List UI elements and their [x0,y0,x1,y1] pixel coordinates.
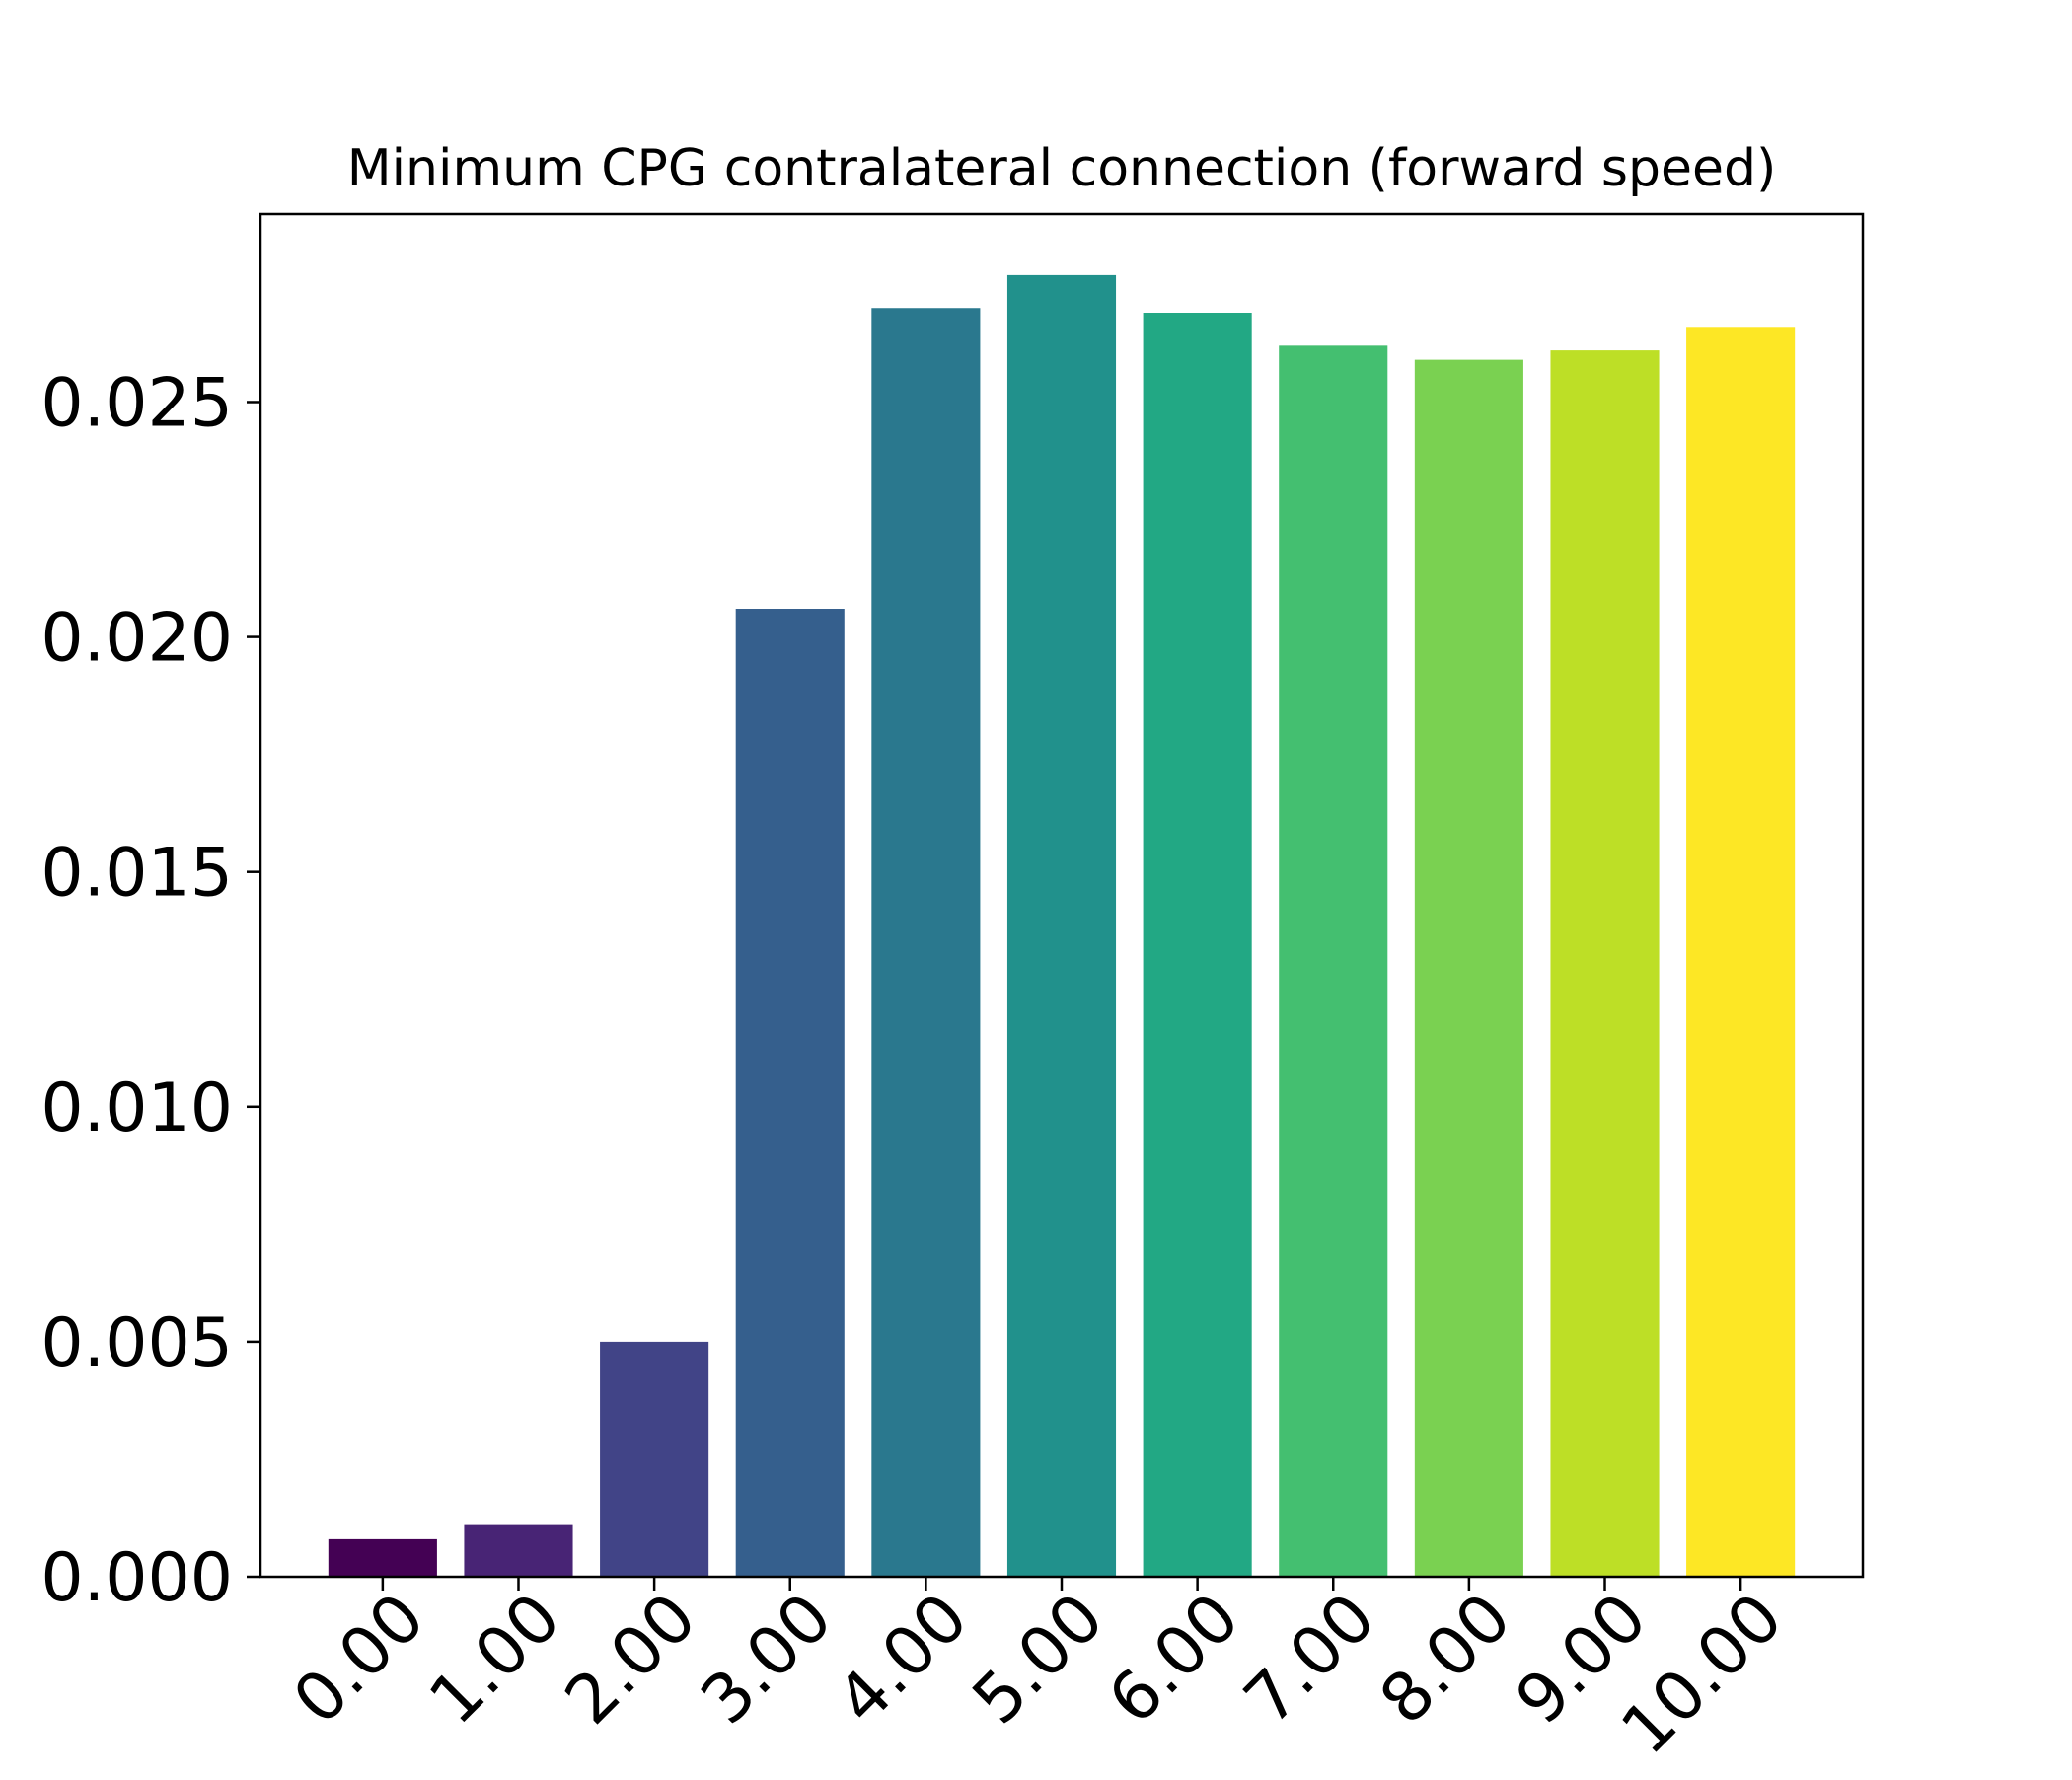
bar-2.00 [600,1341,709,1577]
y-tick-label: 0.000 [40,1539,233,1617]
x-tick-label: 5.00 [958,1579,1119,1740]
x-tick-label: 6.00 [1094,1579,1255,1740]
x-tick-label: 3.00 [687,1579,848,1740]
bar-8.00 [1414,359,1523,1577]
x-axis: 0.001.002.003.004.005.006.007.008.009.00… [279,1577,1798,1770]
y-tick-label: 0.005 [40,1304,233,1382]
y-tick-label: 0.015 [40,835,233,913]
y-tick-label: 0.025 [40,364,233,442]
x-tick-label: 2.00 [551,1579,711,1740]
bar-1.00 [464,1524,573,1577]
y-tick-label: 0.020 [40,600,233,678]
x-tick-label: 7.00 [1229,1579,1390,1740]
bar-6.00 [1143,313,1252,1577]
plot-frame [259,212,1865,1579]
bars-group [328,274,1796,1578]
bar-10.00 [1686,327,1796,1577]
x-tick-label: 0.00 [279,1579,440,1740]
bar-4.00 [871,308,981,1577]
x-tick-label: 8.00 [1366,1579,1526,1740]
x-tick-label: 1.00 [415,1579,576,1740]
y-axis: 0.000 0.005 0.010 0.015 0.020 0.025 [40,364,260,1617]
chart-title: Minimum CPG contralateral connection (fo… [347,139,1777,198]
bar-7.00 [1279,345,1388,1578]
x-tick-label: 4.00 [822,1579,983,1740]
bar-0.00 [328,1538,437,1577]
bar-5.00 [1006,274,1117,1577]
bar-3.00 [735,609,845,1577]
bar-9.00 [1550,350,1660,1578]
y-tick-label: 0.010 [40,1070,233,1148]
